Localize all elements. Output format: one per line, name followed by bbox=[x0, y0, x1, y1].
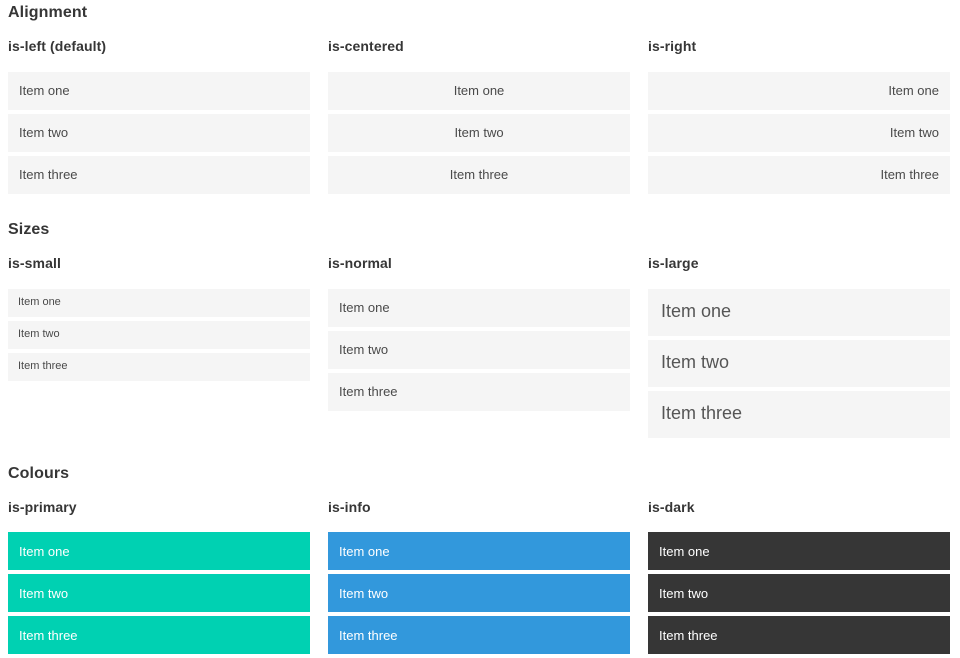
demo-section: Colours is-primary Item one Item two Ite… bbox=[8, 464, 950, 658]
list-item-label: Item one bbox=[19, 543, 70, 559]
list-item: Item one bbox=[8, 532, 310, 571]
list-item: Item one bbox=[648, 71, 950, 110]
list-item-label: Item one bbox=[19, 83, 70, 98]
column-variant-label: is-large bbox=[648, 254, 699, 271]
list-item-label: Item three bbox=[339, 383, 398, 399]
list-item: Item two bbox=[8, 113, 310, 152]
demo-column-centered: is-centered Item one Item two Item three bbox=[328, 38, 630, 198]
list-item: Item two bbox=[328, 330, 630, 369]
list-item-label: Item two bbox=[454, 125, 504, 140]
list-item: Item one bbox=[8, 71, 310, 110]
demo-section: Alignment is-left (default) Item one Ite… bbox=[8, 3, 950, 198]
item-list: Item one Item two Item three bbox=[328, 288, 630, 411]
item-list: Item one Item two Item three bbox=[648, 288, 950, 438]
columns-row: is-left (default) Item one Item two Item… bbox=[8, 38, 950, 198]
list-item: Item one bbox=[328, 71, 630, 110]
list-item-label: Item one bbox=[659, 543, 710, 559]
demo-column-right: is-right Item one Item two Item three bbox=[648, 38, 950, 198]
demo-column-small: is-small Item one Item two Item three bbox=[8, 255, 310, 385]
list-component-demo-page: Alignment is-left (default) Item one Ite… bbox=[8, 3, 950, 658]
list-item: Item two bbox=[8, 320, 310, 349]
column-variant-label: is-dark bbox=[648, 498, 695, 515]
list-item: Item one bbox=[328, 288, 630, 327]
list-item: Item two bbox=[328, 113, 630, 152]
section-title: Colours bbox=[8, 464, 70, 482]
list-item: Item one bbox=[648, 532, 950, 571]
item-list: Item one Item two Item three bbox=[8, 288, 310, 381]
column-variant-label: is-centered bbox=[328, 38, 404, 54]
list-item-label: Item three bbox=[880, 167, 939, 182]
list-item: Item one bbox=[8, 288, 310, 317]
list-item-label: Item three bbox=[449, 167, 509, 182]
item-list: Item one Item two Item three bbox=[8, 532, 310, 655]
list-item-label: Item two bbox=[18, 328, 60, 340]
demo-section: Sizes is-small Item one Item two Item th… bbox=[8, 220, 950, 442]
item-list: Item one Item two Item three bbox=[8, 71, 310, 194]
column-variant-label: is-right bbox=[648, 38, 697, 54]
list-item-label: Item three bbox=[659, 627, 718, 643]
list-item-label: Item three bbox=[19, 167, 78, 182]
list-item-label: Item three bbox=[661, 403, 743, 424]
list-item-label: Item one bbox=[661, 301, 732, 322]
item-list: Item one Item two Item three bbox=[328, 71, 630, 194]
list-item: Item one bbox=[648, 288, 950, 336]
item-list: Item one Item two Item three bbox=[648, 532, 950, 655]
demo-column-dark: is-dark Item one Item two Item three bbox=[648, 499, 950, 658]
list-item: Item three bbox=[8, 616, 310, 655]
list-item-label: Item two bbox=[339, 341, 389, 357]
list-item-label: Item one bbox=[18, 296, 61, 308]
demo-column-primary: is-primary Item one Item two Item three bbox=[8, 499, 310, 658]
list-item: Item three bbox=[648, 616, 950, 655]
demo-column-info: is-info Item one Item two Item three bbox=[328, 499, 630, 658]
list-item: Item two bbox=[648, 339, 950, 387]
list-item-label: Item two bbox=[339, 585, 389, 601]
columns-row: is-primary Item one Item two Item three … bbox=[8, 499, 950, 658]
list-item: Item three bbox=[8, 155, 310, 194]
list-item: Item two bbox=[648, 574, 950, 613]
list-item-label: Item two bbox=[19, 125, 69, 140]
list-item-label: Item three bbox=[19, 627, 78, 643]
column-variant-label: is-info bbox=[328, 498, 371, 515]
list-item-label: Item one bbox=[453, 83, 505, 98]
list-item-label: Item two bbox=[889, 125, 939, 140]
list-item: Item three bbox=[8, 352, 310, 381]
item-list: Item one Item two Item three bbox=[328, 532, 630, 655]
column-variant-label: is-left (default) bbox=[8, 38, 107, 54]
column-variant-label: is-small bbox=[8, 254, 61, 271]
column-variant-label: is-primary bbox=[8, 498, 77, 515]
list-item: Item three bbox=[328, 616, 630, 655]
list-item-label: Item two bbox=[19, 585, 69, 601]
list-item-label: Item two bbox=[659, 585, 709, 601]
list-item: Item one bbox=[328, 532, 630, 571]
list-item: Item two bbox=[8, 574, 310, 613]
item-list: Item one Item two Item three bbox=[648, 71, 950, 194]
column-variant-label: is-normal bbox=[328, 254, 392, 271]
list-item: Item two bbox=[648, 113, 950, 152]
section-title: Sizes bbox=[8, 220, 50, 238]
list-item: Item three bbox=[648, 155, 950, 194]
list-item: Item three bbox=[648, 390, 950, 438]
demo-column-left: is-left (default) Item one Item two Item… bbox=[8, 38, 310, 198]
demo-column-large: is-large Item one Item two Item three bbox=[648, 255, 950, 442]
columns-row: is-small Item one Item two Item three is… bbox=[8, 255, 950, 442]
list-item: Item two bbox=[328, 574, 630, 613]
list-item: Item three bbox=[328, 155, 630, 194]
demo-column-normal: is-normal Item one Item two Item three bbox=[328, 255, 630, 415]
list-item-label: Item three bbox=[339, 627, 398, 643]
list-item: Item three bbox=[328, 372, 630, 411]
list-item-label: Item one bbox=[888, 83, 939, 98]
list-item-label: Item one bbox=[339, 299, 390, 315]
list-item-label: Item three bbox=[18, 360, 68, 372]
list-item-label: Item one bbox=[339, 543, 390, 559]
section-title: Alignment bbox=[8, 4, 88, 21]
list-item-label: Item two bbox=[661, 352, 730, 373]
